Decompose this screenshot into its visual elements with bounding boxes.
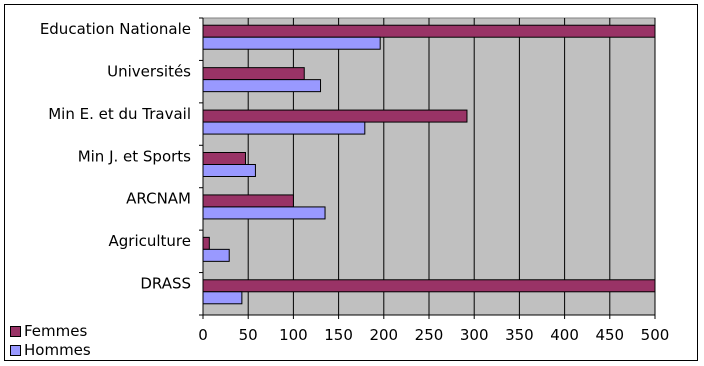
legend-swatch-femmes: [10, 326, 21, 337]
bar-femmes-4: [202, 194, 294, 208]
x-tick-label-50: 50: [239, 326, 258, 344]
bar-hommes-2: [202, 121, 366, 135]
legend-item-hommes: Hommes: [10, 341, 91, 360]
category-label-1: Universités: [107, 62, 191, 80]
bar-femmes-5: [202, 236, 210, 250]
x-tick-label-100: 100: [279, 326, 308, 344]
x-tick-label-500: 500: [641, 326, 670, 344]
bar-hommes-1: [202, 79, 322, 93]
x-tick-label-300: 300: [460, 326, 489, 344]
legend: Femmes Hommes: [10, 322, 91, 360]
legend-item-femmes: Femmes: [10, 322, 91, 341]
x-tick-label-400: 400: [550, 326, 579, 344]
bar-femmes-6: [202, 279, 656, 293]
bar-femmes-2: [202, 109, 468, 123]
x-tick-label-200: 200: [369, 326, 398, 344]
legend-label-femmes: Femmes: [24, 322, 88, 340]
category-label-0: Education Nationale: [40, 20, 191, 38]
legend-swatch-hommes: [10, 345, 21, 356]
x-tick-label-450: 450: [595, 326, 624, 344]
legend-label-hommes: Hommes: [24, 341, 91, 359]
category-label-4: ARCNAM: [126, 190, 191, 208]
category-label-3: Min J. et Sports: [78, 147, 191, 165]
bar-femmes-1: [202, 67, 305, 81]
bar-hommes-0: [202, 36, 381, 50]
bar-hommes-4: [202, 206, 326, 220]
category-label-5: Agriculture: [109, 232, 192, 250]
x-tick-label-350: 350: [505, 326, 534, 344]
x-tick-label-150: 150: [324, 326, 353, 344]
x-tick-label-0: 0: [198, 326, 208, 344]
category-label-2: Min E. et du Travail: [48, 105, 191, 123]
x-tick-label-250: 250: [415, 326, 444, 344]
bar-femmes-0: [202, 24, 656, 38]
bar-hommes-6: [202, 291, 243, 305]
bar-femmes-3: [202, 152, 246, 165]
chart-frame: [4, 4, 698, 361]
bar-hommes-5: [202, 248, 230, 262]
category-label-6: DRASS: [140, 275, 191, 293]
bar-hommes-3: [202, 164, 256, 177]
